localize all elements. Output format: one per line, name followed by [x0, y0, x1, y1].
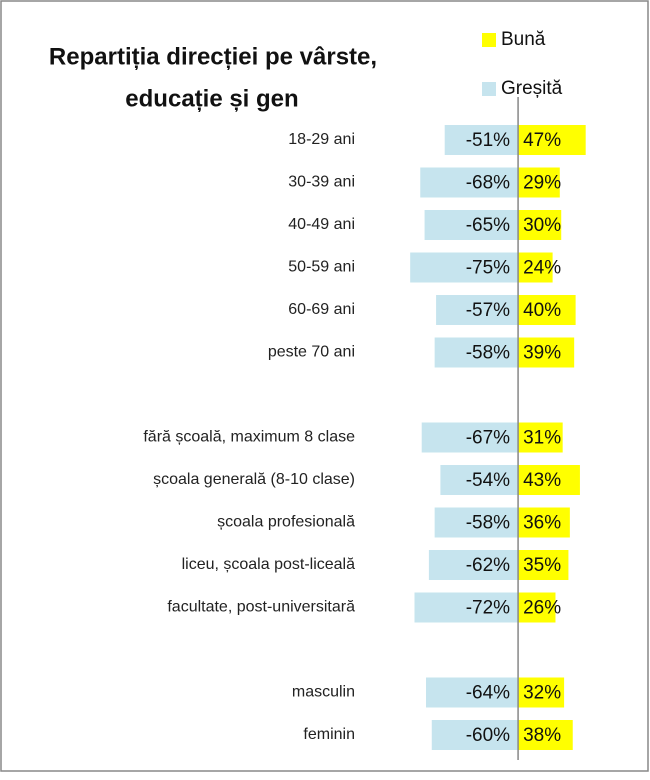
- value-label: 31%: [523, 428, 561, 449]
- bar: [410, 252, 519, 283]
- bar: [424, 210, 519, 240]
- value-label: 43%: [523, 470, 561, 491]
- value-label: 26%: [523, 598, 561, 619]
- value-label: 30%: [523, 215, 561, 236]
- value-label: -72%: [466, 598, 510, 619]
- category-label: 50-59 ani: [288, 259, 355, 276]
- bar: [428, 550, 519, 580]
- bar: [518, 550, 569, 580]
- legend-label: Greșită: [501, 78, 563, 99]
- bar: [434, 337, 519, 368]
- value-label: -51%: [466, 130, 510, 151]
- category-label: peste 70 ani: [268, 344, 355, 361]
- chart-title: educație și gen: [125, 85, 298, 112]
- bar: [444, 125, 519, 155]
- category-label: feminin: [303, 726, 355, 743]
- category-label: masculin: [292, 684, 355, 701]
- legend-swatch: [482, 33, 496, 47]
- category-label: 30-39 ani: [288, 174, 355, 191]
- category-label: fără școală, maximum 8 clase: [143, 429, 355, 446]
- value-label: 40%: [523, 300, 561, 321]
- bar: [518, 252, 553, 283]
- bar: [518, 465, 580, 495]
- legend-label: Bună: [501, 29, 546, 50]
- legend-swatch: [482, 82, 496, 96]
- value-label: -58%: [466, 343, 510, 364]
- bar: [518, 167, 560, 198]
- bar: [518, 337, 575, 368]
- value-label: 35%: [523, 555, 561, 576]
- value-label: 47%: [523, 130, 561, 151]
- bar: [518, 592, 556, 623]
- value-label: 36%: [523, 513, 561, 534]
- bar: [518, 210, 562, 240]
- category-label: 40-49 ani: [288, 216, 355, 233]
- value-label: -68%: [466, 173, 510, 194]
- value-label: -57%: [466, 300, 510, 321]
- bar: [518, 125, 586, 155]
- value-label: 32%: [523, 683, 561, 704]
- bar: [420, 167, 519, 198]
- bar: [436, 295, 519, 325]
- value-label: 24%: [523, 258, 561, 279]
- value-label: -54%: [466, 470, 510, 491]
- value-label: -67%: [466, 428, 510, 449]
- bar: [518, 295, 576, 325]
- chart-title: Repartiția direcției pe vârste,: [49, 43, 377, 70]
- value-label: -64%: [466, 683, 510, 704]
- value-label: -75%: [466, 258, 510, 279]
- bar: [440, 465, 519, 495]
- bar: [518, 720, 573, 750]
- category-label: școala generală (8-10 clase): [153, 471, 355, 488]
- bar: [518, 422, 563, 453]
- value-label: 29%: [523, 173, 561, 194]
- category-label: 60-69 ani: [288, 301, 355, 318]
- bar: [518, 507, 570, 538]
- bar: [518, 677, 565, 708]
- bar: [434, 507, 519, 538]
- value-label: -65%: [466, 215, 510, 236]
- value-label: -58%: [466, 513, 510, 534]
- bar: [421, 422, 519, 453]
- value-label: -62%: [466, 555, 510, 576]
- value-label: 38%: [523, 725, 561, 746]
- category-label: 18-29 ani: [288, 131, 355, 148]
- bar: [426, 677, 519, 708]
- value-label: -60%: [466, 725, 510, 746]
- bar: [431, 720, 519, 750]
- category-label: școala profesională: [217, 514, 355, 531]
- bar: [414, 592, 519, 623]
- value-label: 39%: [523, 343, 561, 364]
- category-label: facultate, post-universitară: [167, 599, 355, 616]
- category-label: liceu, școala post-liceală: [182, 556, 356, 573]
